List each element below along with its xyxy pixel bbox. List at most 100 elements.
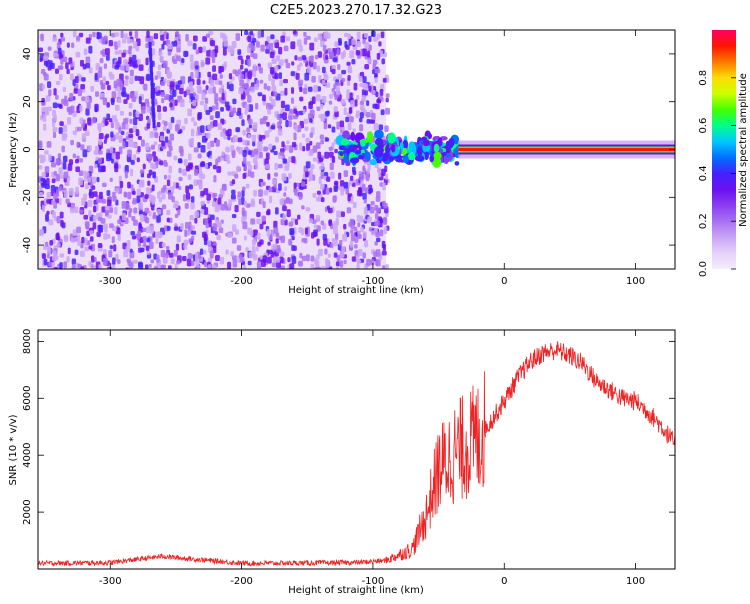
heatmap-cell bbox=[442, 151, 447, 156]
snr-xtick-label: 100 bbox=[626, 576, 645, 587]
heatmap-cell bbox=[162, 106, 167, 112]
heatmap-cell bbox=[376, 99, 382, 104]
heatmap-cell bbox=[89, 188, 93, 195]
heatmap-cell bbox=[357, 222, 361, 228]
heatmap-cell bbox=[227, 261, 232, 269]
heatmap-cell bbox=[270, 34, 275, 40]
heatmap-cell bbox=[372, 69, 376, 75]
heatmap-cell bbox=[352, 202, 357, 209]
heatmap-cell bbox=[145, 187, 151, 196]
heatmap-cell bbox=[344, 32, 349, 38]
heatmap-cell bbox=[122, 86, 126, 94]
heatmap-cell bbox=[266, 36, 271, 42]
heatmap-cell bbox=[194, 211, 200, 218]
heatmap-cell bbox=[142, 163, 146, 170]
heatmap-cell bbox=[81, 236, 85, 244]
heatmap-cell bbox=[260, 44, 265, 52]
heatmap-cell bbox=[49, 62, 55, 69]
heatmap-cell bbox=[351, 58, 356, 65]
heatmap-cell bbox=[149, 53, 153, 62]
heatmap-cell bbox=[335, 232, 339, 241]
heatmap-cell bbox=[59, 211, 64, 219]
heatmap-cell bbox=[163, 31, 168, 36]
heatmap-cell bbox=[111, 236, 115, 244]
heatmap-cell bbox=[96, 195, 100, 204]
heatmap-cell bbox=[128, 111, 132, 117]
heatmap-cell bbox=[167, 174, 172, 180]
heatmap-cell bbox=[347, 75, 351, 81]
heatmap-cell bbox=[85, 108, 90, 116]
heatmap-cell bbox=[242, 173, 247, 179]
heatmap-cell bbox=[326, 176, 331, 182]
heatmap-cell bbox=[161, 242, 166, 248]
heatmap-cell bbox=[204, 97, 209, 104]
heatmap-cell bbox=[146, 237, 151, 243]
heatmap-cell bbox=[247, 71, 252, 79]
heatmap-cell bbox=[114, 162, 119, 168]
heatmap-cell bbox=[259, 79, 264, 84]
heatmap-cell bbox=[163, 159, 167, 166]
heatmap-cell bbox=[297, 56, 303, 61]
heatmap-cell bbox=[408, 141, 416, 150]
heatmap-cell bbox=[76, 126, 82, 132]
heatmap-cell bbox=[355, 255, 360, 263]
heatmap-cell bbox=[261, 259, 266, 268]
heatmap-cell bbox=[55, 158, 60, 166]
heatmap-cell bbox=[380, 31, 385, 39]
heatmap-cell bbox=[324, 187, 330, 195]
heatmap-cell bbox=[202, 80, 206, 85]
heatmap-cell bbox=[238, 253, 243, 259]
heatmap-cell bbox=[117, 40, 121, 48]
heatmap-cell bbox=[161, 193, 166, 200]
heatmap-cell bbox=[109, 245, 114, 250]
heatmap-cell bbox=[203, 188, 209, 195]
heatmap-cell bbox=[359, 124, 364, 132]
heatmap-cell bbox=[60, 58, 64, 65]
heatmap-cell bbox=[222, 183, 227, 191]
heatmap-cell bbox=[128, 57, 133, 65]
heatmap-cell bbox=[63, 99, 69, 107]
heatmap-cell bbox=[53, 53, 58, 58]
heatmap-cell bbox=[309, 168, 313, 176]
heatmap-cell bbox=[134, 75, 138, 81]
heatmap-cell bbox=[334, 41, 339, 47]
heatmap-cell bbox=[193, 35, 198, 42]
heatmap-cell bbox=[90, 255, 95, 263]
heatmap-cell bbox=[203, 249, 207, 255]
heatmap-cell bbox=[219, 74, 223, 79]
heatmap-cell bbox=[385, 97, 389, 103]
heatmap-cell bbox=[320, 103, 324, 109]
heatmap-cell bbox=[320, 139, 325, 145]
heatmap-cell bbox=[385, 264, 389, 269]
heatmap-cell bbox=[66, 42, 70, 48]
heatmap-cell bbox=[169, 81, 175, 88]
spectrogram-ytick-label: -20 bbox=[22, 189, 33, 205]
heatmap-cell bbox=[168, 252, 174, 258]
heatmap-cell bbox=[374, 221, 379, 227]
heatmap-cell bbox=[89, 230, 94, 235]
heatmap-cell bbox=[387, 132, 396, 144]
colorbar-label: Normalized spectral amplitude bbox=[738, 73, 749, 227]
heatmap-cell bbox=[382, 265, 386, 269]
heatmap-cell bbox=[309, 42, 315, 51]
heatmap-cell bbox=[306, 65, 311, 73]
heatmap-cell bbox=[225, 249, 229, 255]
heatmap-cell bbox=[372, 89, 376, 95]
heatmap-cell bbox=[150, 77, 154, 86]
heatmap-cell bbox=[168, 145, 173, 152]
heatmap-cell bbox=[193, 179, 198, 187]
heatmap-cell bbox=[204, 218, 209, 225]
heatmap-cell bbox=[114, 206, 118, 215]
heatmap-cell bbox=[173, 249, 178, 257]
heatmap-cell bbox=[390, 144, 396, 153]
heatmap-cell bbox=[287, 257, 291, 263]
heatmap-cell bbox=[141, 106, 146, 114]
heatmap-cell bbox=[257, 92, 263, 97]
heatmap-cell bbox=[63, 234, 68, 243]
heatmap-cell bbox=[339, 180, 345, 187]
colorbar-tick-label: 0.0 bbox=[698, 261, 709, 277]
heatmap-cell bbox=[168, 165, 172, 174]
heatmap-cell bbox=[225, 154, 230, 161]
heatmap-cell bbox=[131, 216, 136, 222]
heatmap-cell bbox=[84, 237, 88, 245]
